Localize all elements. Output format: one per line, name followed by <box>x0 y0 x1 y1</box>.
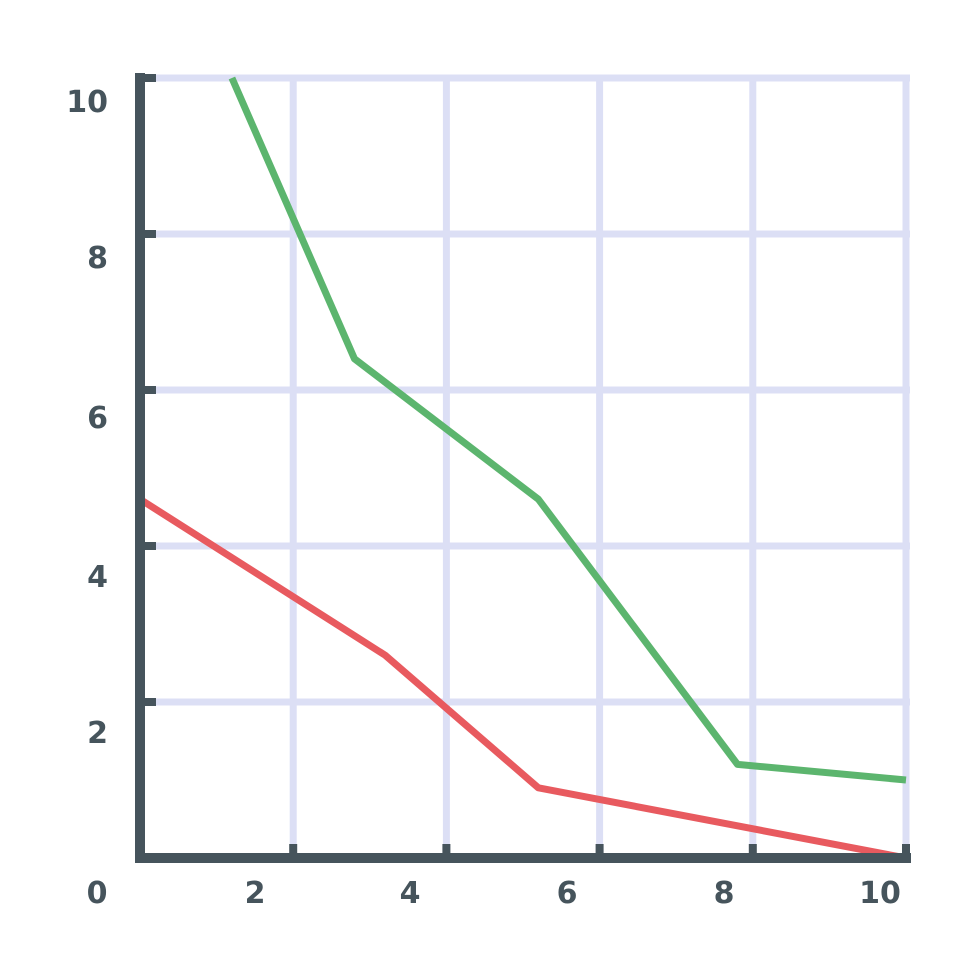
x-tick-label-4: 4 <box>400 876 421 911</box>
x-tick-label-2: 2 <box>245 876 266 911</box>
grid-lines <box>140 74 910 858</box>
y-tick-label-4: 4 <box>87 560 108 595</box>
x-tick-label-10: 10 <box>859 876 901 911</box>
y-tick-label-8: 8 <box>87 241 108 276</box>
series-line-2 <box>138 496 907 862</box>
axes <box>135 73 911 863</box>
x-tick-label-6: 6 <box>557 876 578 911</box>
x-tick-label-8: 8 <box>714 876 735 911</box>
origin-label: 0 <box>87 876 108 911</box>
y-tick-label-6: 6 <box>87 401 108 436</box>
y-tick-label-10: 10 <box>66 85 108 120</box>
y-tick-label-2: 2 <box>87 716 108 751</box>
series-line-1 <box>228 76 907 784</box>
tick-labels: 0 2 4 6 8 10 2 4 6 8 10 <box>66 85 901 911</box>
series-lines <box>138 76 907 862</box>
